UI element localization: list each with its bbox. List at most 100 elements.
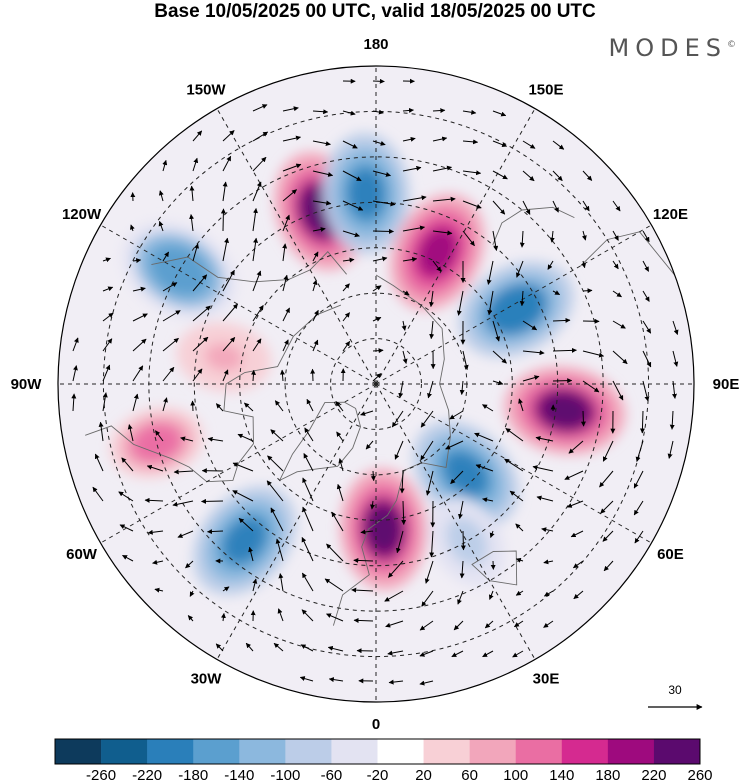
wind-arrow bbox=[522, 170, 535, 182]
wind-arrow bbox=[420, 440, 434, 461]
wind-arrow bbox=[275, 538, 284, 562]
wind-arrow bbox=[532, 465, 554, 472]
wind-arrow bbox=[402, 350, 408, 364]
wind-arrow bbox=[162, 366, 175, 382]
wind-arrow bbox=[399, 470, 405, 494]
longitude-label: 120E bbox=[653, 206, 688, 223]
wind-arrow bbox=[484, 620, 494, 629]
colorbar-tick-label: 180 bbox=[595, 767, 620, 783]
wind-arrow bbox=[432, 260, 442, 272]
wind-arrow bbox=[327, 645, 344, 652]
wind-arrow bbox=[667, 440, 674, 459]
wind-arrow bbox=[419, 650, 434, 657]
colorbar-swatch bbox=[423, 739, 470, 764]
wind-arrow bbox=[132, 393, 139, 412]
wind-arrow bbox=[492, 350, 507, 364]
wind-arrow bbox=[372, 78, 385, 84]
wind-arrow bbox=[370, 470, 376, 482]
wind-arrow bbox=[312, 200, 332, 206]
longitude-label: 60E bbox=[657, 546, 684, 563]
wind-arrow bbox=[215, 643, 224, 652]
wind-arrow bbox=[192, 157, 199, 172]
colorbar-tick-label: -100 bbox=[270, 767, 300, 783]
wind-arrow bbox=[634, 530, 644, 544]
wind-arrow bbox=[462, 350, 469, 371]
wind-arrow bbox=[582, 170, 593, 181]
wind-arrow bbox=[515, 557, 524, 563]
wind-arrow bbox=[509, 490, 524, 502]
copyright-mark: © bbox=[727, 40, 736, 50]
wind-arrow bbox=[158, 220, 164, 232]
wind-arrow bbox=[312, 279, 318, 292]
wind-arrow bbox=[190, 400, 196, 412]
wind-arrow bbox=[457, 590, 464, 605]
colorbar-tick-label: 100 bbox=[503, 767, 528, 783]
wind-arrow bbox=[222, 337, 236, 352]
wind-arrow bbox=[301, 572, 314, 592]
colorbar-swatch bbox=[561, 739, 609, 764]
wind-arrow bbox=[518, 398, 524, 412]
wind-arrow bbox=[102, 286, 114, 292]
wind-arrow bbox=[152, 559, 164, 565]
wind-arrow bbox=[102, 338, 113, 352]
wind-arrow bbox=[130, 224, 135, 232]
wind-arrow bbox=[162, 337, 179, 352]
wind-arrow bbox=[402, 165, 422, 172]
wind-arrow bbox=[336, 431, 344, 442]
wind-arrow bbox=[635, 440, 644, 462]
wind-arrow bbox=[612, 230, 619, 241]
coastline bbox=[279, 401, 361, 481]
wind-arrow bbox=[429, 530, 435, 558]
wind-arrow bbox=[127, 424, 134, 442]
wind-arrow bbox=[582, 200, 590, 212]
wind-arrow bbox=[162, 310, 181, 322]
wind-arrow bbox=[282, 307, 290, 322]
latitude-circle bbox=[330, 338, 422, 430]
wind-arrow bbox=[72, 365, 78, 382]
wind-arrow bbox=[672, 350, 679, 367]
wind-arrow bbox=[353, 617, 374, 623]
wind-arrow bbox=[450, 470, 464, 485]
longitude-label: 90W bbox=[11, 376, 43, 393]
wind-arrow bbox=[201, 498, 224, 504]
wind-arrow bbox=[420, 410, 434, 428]
wind-arrow bbox=[192, 274, 208, 292]
wind-arrow bbox=[387, 650, 404, 656]
wind-arrow bbox=[402, 290, 410, 296]
wind-arrow bbox=[582, 350, 605, 358]
wind-arrow bbox=[642, 290, 650, 302]
wind-arrow bbox=[192, 305, 211, 322]
wind-arrow bbox=[274, 400, 284, 412]
wind-arrow bbox=[132, 286, 146, 292]
wind-arrow bbox=[451, 650, 464, 658]
wind-arrow bbox=[353, 557, 374, 563]
wind-arrow bbox=[282, 214, 290, 232]
wind-arrow bbox=[282, 339, 289, 352]
wind-arrow bbox=[633, 470, 644, 489]
wind-arrow bbox=[102, 312, 114, 322]
wind-arrow bbox=[173, 469, 194, 475]
wind-arrow bbox=[102, 364, 111, 382]
anomaly-contour bbox=[444, 452, 488, 496]
wind-arrow bbox=[328, 677, 344, 683]
longitude-label: 0 bbox=[372, 716, 380, 733]
wind-arrow bbox=[519, 290, 525, 307]
wind-arrow bbox=[300, 644, 314, 652]
wind-arrow bbox=[552, 378, 573, 384]
coastlines bbox=[85, 206, 676, 626]
wind-arrow bbox=[282, 106, 299, 112]
wind-arrow bbox=[71, 393, 77, 412]
meridian bbox=[100, 383, 377, 544]
colorbar-tick-label: 20 bbox=[415, 767, 432, 783]
wind-arrow bbox=[547, 260, 554, 270]
wind-arrow bbox=[603, 560, 614, 572]
longitude-label: 30W bbox=[191, 670, 223, 687]
wind-arrow bbox=[391, 410, 404, 428]
anomaly-contour bbox=[204, 343, 243, 372]
wind-arrow bbox=[612, 320, 626, 329]
wind-arrow bbox=[324, 578, 344, 592]
wind-arrow bbox=[552, 200, 559, 213]
wind-arrow bbox=[282, 163, 302, 172]
wind-arrow bbox=[192, 243, 199, 262]
wind-arrow bbox=[279, 369, 285, 382]
